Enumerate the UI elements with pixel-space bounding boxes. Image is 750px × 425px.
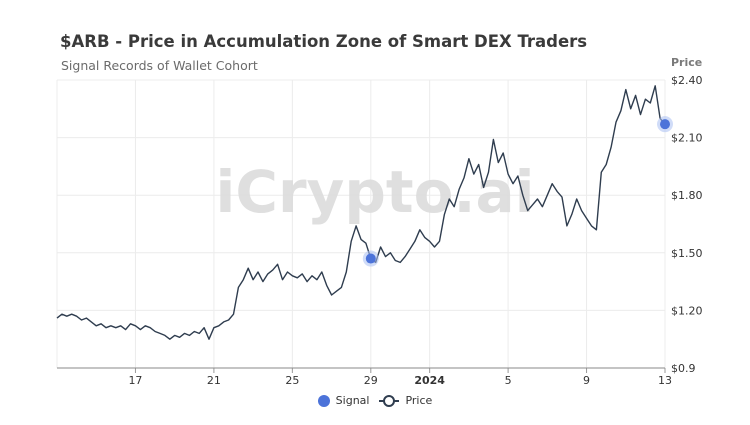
chart-subtitle: Signal Records of Wallet Cohort [61,58,258,73]
x-tick-label: 17 [128,374,142,387]
y-tick-label: $1.20 [671,304,703,317]
y-axis-title: Price [671,56,703,69]
legend-signal-label: Signal [335,394,370,407]
price-series-line [56,85,666,340]
y-tick-label: $1.80 [671,189,703,202]
y-tick-label: $1.50 [671,247,703,260]
watermark-text: iCrypto.ai [216,158,535,226]
y-tick-label: $0.9 [671,362,696,375]
legend-price-label: Price [405,394,433,407]
legend-item-price[interactable]: Price [379,394,432,407]
x-tick-label: 29 [364,374,378,387]
y-tick-label: $2.40 [671,74,703,87]
signal-marker-icon [317,394,330,407]
x-tick-label: 25 [285,374,299,387]
x-tick-label: 2024 [414,374,445,387]
x-tick-label: 21 [207,374,221,387]
chart-title: $ARB - Price in Accumulation Zone of Sma… [60,32,588,51]
y-tick-label: $2.10 [671,132,703,145]
x-tick-label: 5 [505,374,512,387]
price-line-icon [379,394,400,407]
chart-legend: Signal Price [0,394,750,407]
signal-marker [660,119,670,130]
x-tick-label: 9 [583,374,590,387]
signal-marker [365,253,376,264]
legend-item-signal[interactable]: Signal [317,394,370,407]
x-tick-label: 13 [658,374,672,387]
